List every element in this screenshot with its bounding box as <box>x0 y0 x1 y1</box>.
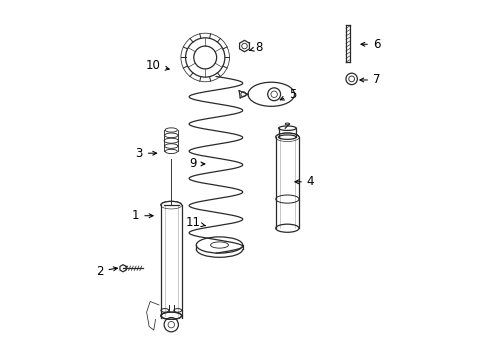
Text: 2: 2 <box>96 265 117 278</box>
Text: 9: 9 <box>188 157 204 170</box>
Text: 7: 7 <box>359 73 380 86</box>
Ellipse shape <box>161 201 181 209</box>
Text: 11: 11 <box>185 216 205 229</box>
Text: 4: 4 <box>294 175 314 188</box>
Text: 3: 3 <box>135 147 156 160</box>
Text: 5: 5 <box>280 88 296 101</box>
Text: 8: 8 <box>249 41 262 54</box>
Text: 1: 1 <box>132 209 153 222</box>
Ellipse shape <box>275 133 298 141</box>
Text: 6: 6 <box>360 38 380 51</box>
Text: 10: 10 <box>146 59 169 72</box>
